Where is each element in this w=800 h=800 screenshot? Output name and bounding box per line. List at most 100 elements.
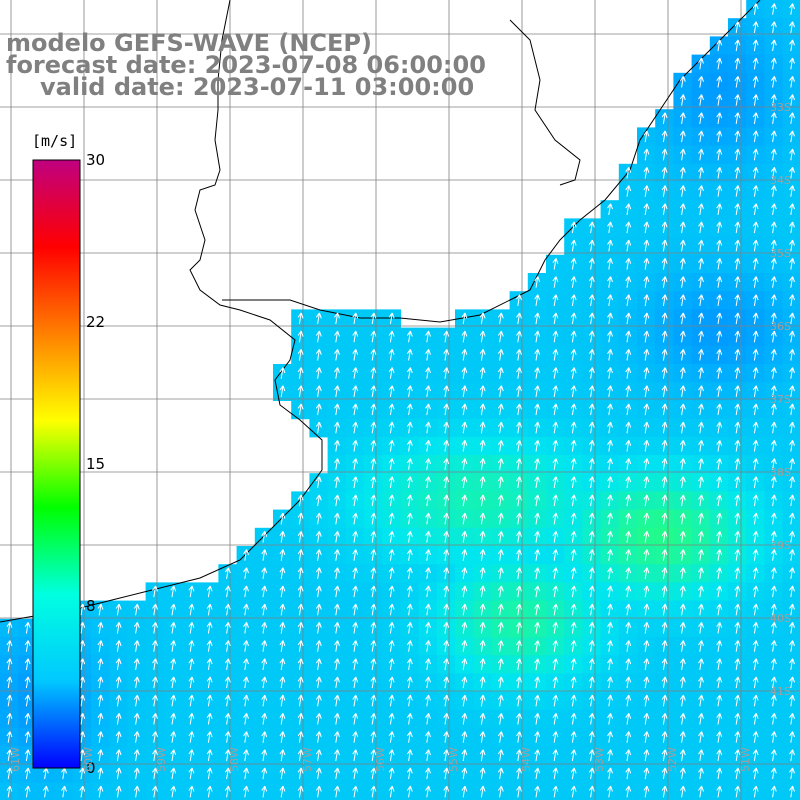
wind-arrow xyxy=(661,640,668,652)
wind-arrow xyxy=(698,367,704,379)
wind-arrow xyxy=(770,694,777,707)
wind-arrow xyxy=(406,658,413,670)
wind-arrow xyxy=(770,749,777,761)
wind-arrow xyxy=(752,112,759,124)
wind-arrow xyxy=(516,603,522,616)
wind-arrow xyxy=(734,130,741,143)
wind-arrow xyxy=(279,694,286,707)
wind-arrow xyxy=(698,385,704,397)
wind-arrow xyxy=(734,112,741,124)
wind-arrow xyxy=(461,476,468,488)
wind-arrow xyxy=(770,658,777,670)
wind-arrow xyxy=(716,749,723,761)
wind-arrow xyxy=(679,258,686,270)
wind-arrow xyxy=(516,330,522,343)
wind-arrow xyxy=(716,603,723,616)
wind-arrow xyxy=(789,640,795,652)
wind-arrow xyxy=(661,458,668,470)
wind-arrow xyxy=(461,421,468,434)
wind-arrow xyxy=(425,549,431,561)
wind-arrow xyxy=(698,76,704,88)
wind-arrow xyxy=(261,731,268,743)
wind-arrow xyxy=(352,694,359,707)
wind-arrow xyxy=(698,476,704,488)
wind-arrow xyxy=(279,749,286,761)
wind-arrow xyxy=(552,640,559,652)
wind-arrow xyxy=(607,476,613,488)
wind-arrow xyxy=(261,549,268,561)
wind-arrow xyxy=(279,367,286,379)
wind-arrow xyxy=(625,658,632,670)
wind-arrow xyxy=(679,512,686,525)
wind-arrow xyxy=(588,512,595,525)
wind-arrow xyxy=(698,694,704,707)
wind-arrow xyxy=(607,531,613,543)
wind-arrow xyxy=(643,167,650,179)
wind-arrow xyxy=(570,767,577,780)
wind-arrow xyxy=(588,749,595,761)
wind-arrow xyxy=(716,185,723,197)
wind-arrow xyxy=(24,676,31,689)
wind-arrow xyxy=(679,349,686,361)
wind-arrow xyxy=(588,658,595,670)
wind-arrow xyxy=(443,385,450,397)
wind-arrow xyxy=(388,367,395,379)
wind-arrow xyxy=(297,330,304,343)
wind-arrow xyxy=(698,785,704,798)
wind-arrow xyxy=(206,694,213,707)
wind-arrow xyxy=(352,567,359,579)
wind-arrow xyxy=(406,421,413,434)
wind-arrow xyxy=(334,312,340,325)
wind-arrow xyxy=(406,731,413,743)
latitude-label: 39S xyxy=(770,539,791,552)
wind-arrow xyxy=(315,476,322,488)
wind-arrow xyxy=(497,440,504,452)
wind-arrow xyxy=(279,567,286,579)
wind-arrow xyxy=(6,785,13,798)
wind-arrow xyxy=(734,640,741,652)
wind-arrow xyxy=(588,494,595,507)
wind-arrow xyxy=(261,749,268,761)
wind-arrow xyxy=(297,403,304,416)
wind-arrow xyxy=(552,713,559,725)
wind-arrow xyxy=(497,385,504,397)
wind-arrow xyxy=(133,622,140,634)
wind-arrow xyxy=(679,294,686,306)
wind-arrow xyxy=(570,312,577,325)
wind-arrow xyxy=(297,767,304,780)
wind-arrow xyxy=(679,658,686,670)
wind-arrow xyxy=(752,767,759,780)
wind-arrow xyxy=(79,785,86,798)
wind-arrow xyxy=(352,312,359,325)
wind-arrow xyxy=(679,76,686,88)
wind-arrow xyxy=(315,330,322,343)
wind-arrow xyxy=(588,713,595,725)
longitude-label: 56W xyxy=(374,747,387,772)
wind-arrow xyxy=(552,276,559,288)
wind-arrow xyxy=(552,622,559,634)
wind-arrow xyxy=(170,585,177,598)
wind-arrow xyxy=(698,312,704,325)
wind-arrow xyxy=(279,585,286,598)
wind-arrow xyxy=(752,385,759,397)
wind-arrow xyxy=(352,603,359,616)
wind-arrow xyxy=(516,767,522,780)
longitude-label: 55W xyxy=(447,747,460,772)
wind-arrow xyxy=(552,549,559,561)
wind-arrow xyxy=(534,512,541,525)
wind-arrow xyxy=(770,713,777,725)
wind-arrow xyxy=(188,767,195,780)
wind-arrow xyxy=(607,221,613,234)
wind-arrow xyxy=(770,622,777,634)
wind-arrow xyxy=(570,349,577,361)
wind-arrow xyxy=(698,403,704,416)
wind-arrow xyxy=(588,676,595,689)
wind-arrow xyxy=(425,494,431,507)
wind-arrow xyxy=(789,258,795,270)
wind-arrow xyxy=(243,731,249,743)
wind-arrow xyxy=(752,312,759,325)
wind-arrow xyxy=(370,749,377,761)
wind-arrow xyxy=(752,276,759,288)
wind-arrow xyxy=(297,349,304,361)
wind-arrow xyxy=(552,512,559,525)
